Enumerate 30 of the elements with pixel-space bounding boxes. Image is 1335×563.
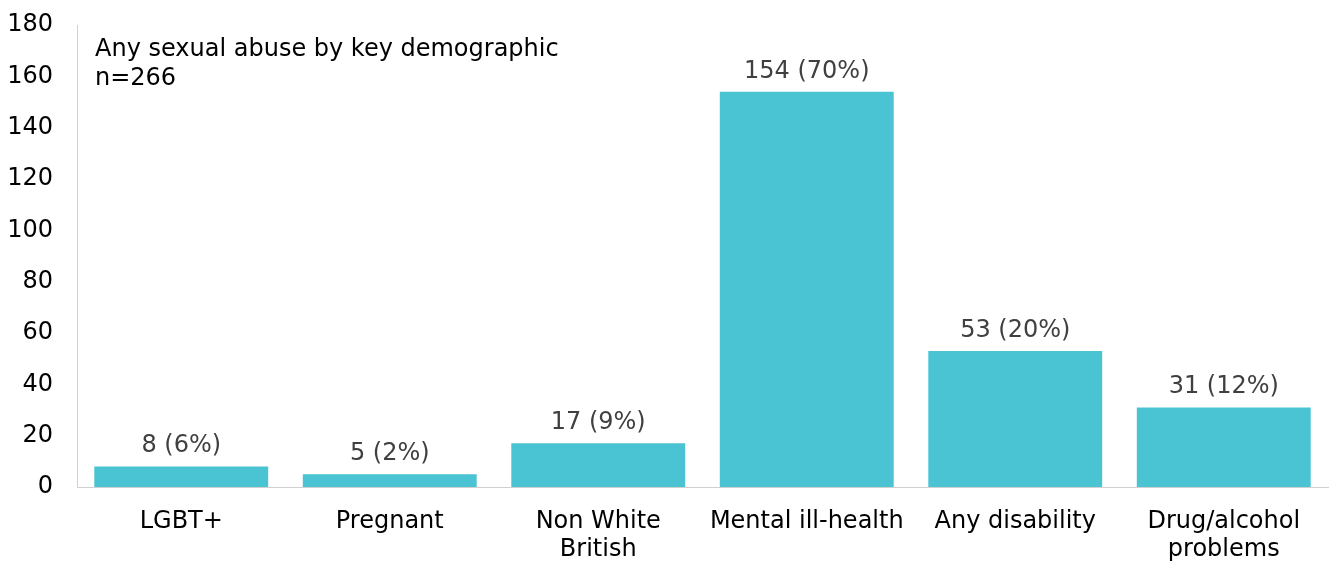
data-label: 8 (6%) [141, 430, 222, 459]
bar [302, 474, 477, 487]
y-tick-label: 0 [37, 471, 53, 500]
data-label: 5 (2%) [349, 438, 430, 467]
data-label: 53 (20%) [960, 314, 1071, 343]
y-tick-label: 60 [22, 317, 53, 346]
x-tick-label: Mental ill-health [709, 505, 904, 534]
x-tick-label: LGBT+ [139, 505, 223, 534]
bar [511, 443, 686, 487]
x-tick-label: Pregnant [335, 505, 444, 534]
data-label: 154 (70%) [743, 55, 870, 84]
bar [719, 91, 894, 487]
bar [1136, 407, 1311, 487]
y-tick-label: 100 [7, 214, 53, 243]
y-tick-label: 120 [7, 163, 53, 192]
x-tick-label: Drug/alcohol problems [1147, 505, 1301, 563]
x-tick-label: Non White British [535, 505, 661, 563]
y-tick-label: 20 [22, 419, 53, 448]
bar [928, 350, 1103, 487]
y-tick-label: 180 [7, 9, 53, 38]
data-label: 31 (12%) [1168, 371, 1279, 400]
x-tick-label: Any disability [934, 505, 1096, 534]
text: n=266 [95, 63, 177, 92]
y-tick-label: 140 [7, 111, 53, 140]
chart-title: Any sexual abuse by key demographic [95, 34, 559, 63]
y-tick-label: 80 [22, 265, 53, 294]
y-tick-label: 40 [22, 368, 53, 397]
y-tick-label: 160 [7, 60, 53, 89]
data-label: 17 (9%) [550, 407, 646, 436]
bar [94, 466, 269, 487]
